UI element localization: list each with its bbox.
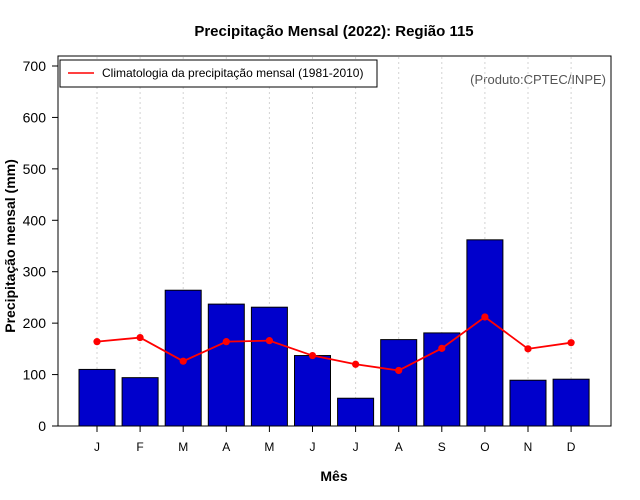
grid-lines (96, 57, 572, 426)
bar (509, 379, 547, 427)
x-tick-label: S (438, 440, 446, 454)
y-tick-label: 300 (23, 264, 47, 280)
climatology-series (93, 313, 575, 375)
chart-title: Precipitação Mensal (2022): Região 115 (194, 23, 473, 40)
climatology-point (179, 357, 187, 365)
axes: 0 100 200 300 400 500 600 700 J F M A M J J A S O N D (23, 55, 612, 454)
y-axis-label: Precipitação mensal (mm) (2, 159, 18, 333)
climatology-point (438, 344, 446, 352)
x-tick-label: M (264, 440, 274, 454)
y-tick-label: 200 (23, 315, 47, 331)
climatology-point (93, 338, 101, 346)
climatology-point (395, 366, 403, 375)
bar (380, 339, 418, 427)
legend-box (59, 59, 378, 88)
x-tick-label: J (94, 440, 100, 454)
climatology-point (222, 338, 230, 346)
x-tick-label: A (395, 440, 403, 454)
legend: Climatologia da precipitação mensal (198… (59, 59, 378, 88)
climatology-point (567, 339, 575, 347)
bar-series (78, 239, 590, 427)
x-tick-label: A (222, 440, 230, 454)
y-tick-label: 100 (23, 367, 47, 383)
y-tick-label: 700 (23, 58, 47, 74)
bar (207, 303, 245, 427)
climatology-point (352, 360, 360, 368)
y-tick-label: 600 (23, 109, 47, 125)
x-tick-label: D (567, 440, 576, 454)
x-tick-label: O (480, 440, 489, 454)
x-tick-label: J (310, 440, 316, 454)
climatology-point (481, 313, 489, 321)
legend-label: Climatologia da precipitação mensal (198… (102, 66, 363, 80)
product-credit: (Produto:CPTEC/INPE) (470, 72, 606, 87)
climatology-point (308, 351, 317, 360)
x-tick-label: F (136, 440, 143, 454)
y-tick-label: 500 (23, 161, 47, 177)
x-axis-label: Mês (320, 468, 347, 484)
bar (552, 378, 590, 427)
plot-frame (57, 55, 612, 427)
bar (466, 239, 504, 427)
bar (78, 368, 116, 427)
climatology-point (524, 345, 532, 353)
bar (250, 306, 288, 427)
x-tick-label: M (178, 440, 188, 454)
bar (121, 377, 159, 427)
climatology-point (136, 333, 144, 342)
y-tick-label: 400 (23, 212, 47, 228)
y-tick-label: 0 (38, 418, 46, 434)
x-tick-label: J (353, 440, 359, 454)
bar (337, 397, 375, 427)
x-tick-label: N (524, 440, 533, 454)
climatology-line (96, 315, 572, 372)
bar (294, 355, 331, 427)
climatology-point (265, 337, 273, 345)
